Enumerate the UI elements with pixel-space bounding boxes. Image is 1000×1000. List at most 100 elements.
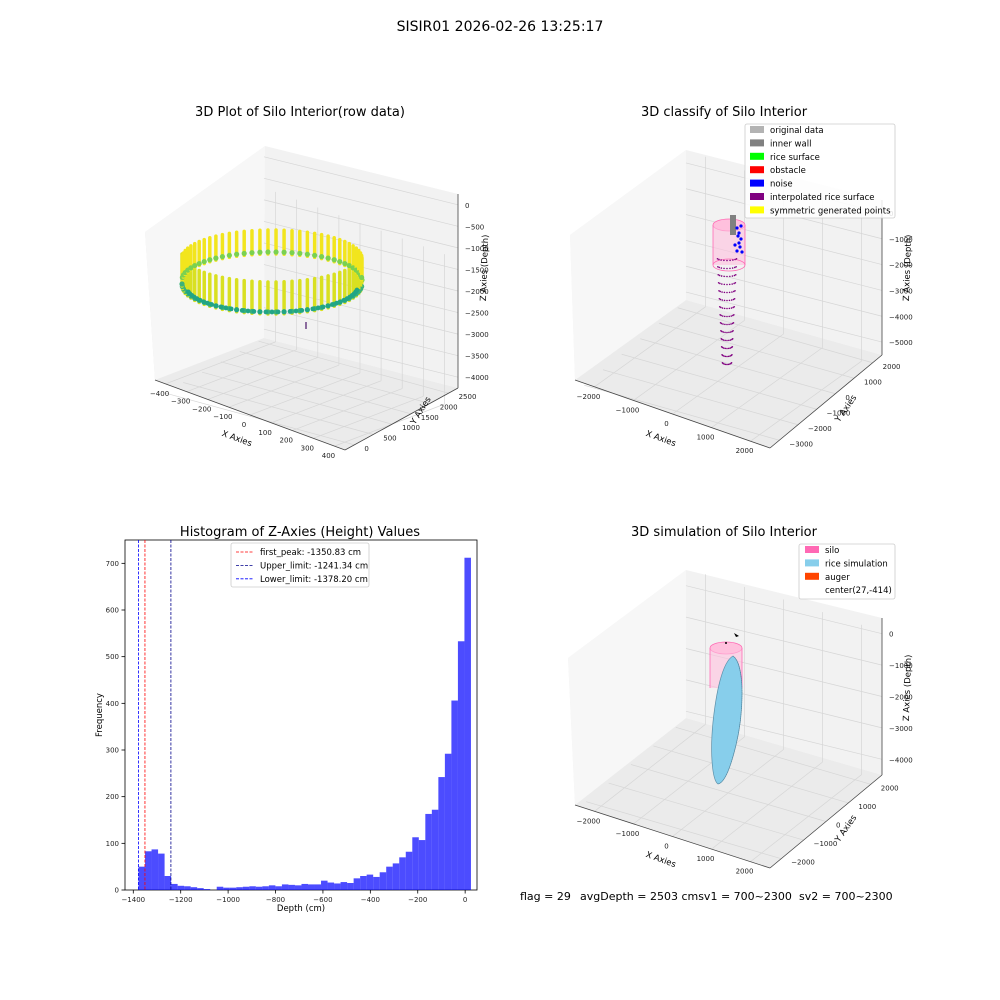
panel1-point <box>293 308 299 314</box>
panel1-ztick: −1500 <box>465 266 489 274</box>
panel2-interp-point <box>729 339 732 341</box>
panel2-interp-point <box>720 345 723 348</box>
panel4-x-axis-line <box>574 804 771 869</box>
histogram-bar <box>171 883 178 890</box>
panel2-interp-point <box>717 273 720 276</box>
panel2-ytick: −1000 <box>827 409 851 417</box>
panel2-interp-point <box>735 257 738 260</box>
panel1-point <box>342 260 348 267</box>
panel1-point <box>192 263 198 269</box>
panel1-point <box>205 300 210 306</box>
histogram-bar <box>275 886 282 890</box>
panel1-ytick: 2500 <box>459 393 477 401</box>
panel2-inner-wall-points <box>730 215 736 235</box>
panel-classify: 3D classify of Silo Interior −2000 −1000 0… <box>570 105 914 455</box>
panel2-interp-point <box>731 330 733 333</box>
panel1-ztick: −500 <box>465 223 484 231</box>
panel1-floor-pane <box>145 232 458 450</box>
panel1-point <box>234 251 240 257</box>
panel2-interp-point <box>727 347 730 350</box>
panel1-point <box>257 249 263 255</box>
histogram-bar <box>158 853 165 890</box>
panel2-interp-point <box>732 314 734 317</box>
histogram-ytick: 0 <box>115 887 119 895</box>
panel2-interp-point <box>723 315 726 318</box>
panel2-interp-point <box>733 282 735 285</box>
panel4-ytick: −2000 <box>791 859 815 867</box>
panel4-xtick: 2000 <box>736 868 754 876</box>
histogram-xtick: −200 <box>408 896 427 904</box>
panel1-point <box>179 281 185 287</box>
histogram-ytick: 100 <box>106 840 119 848</box>
panel2-interp-point <box>732 259 734 261</box>
panel1-point <box>299 307 305 313</box>
histogram-xtick: −1400 <box>121 896 145 904</box>
panel2-interp-point <box>718 297 721 300</box>
histogram-bar <box>327 882 335 890</box>
panel1-point <box>265 249 271 255</box>
histogram-xtick: −800 <box>266 896 285 904</box>
panel3-xlabel: Depth (cm) <box>277 904 325 914</box>
panel2-title: 3D classify of Silo Interior <box>641 105 808 120</box>
panel1-point <box>269 309 275 315</box>
histogram-bar <box>145 851 152 890</box>
panel1-point <box>213 255 219 261</box>
panel4-ztick: 0 <box>889 631 893 639</box>
panel2-interp-point <box>717 265 719 268</box>
histogram-xtick: −600 <box>313 896 332 904</box>
panel1-point <box>346 263 352 269</box>
panel3-ticks: −1400 −1200 −1000 −800 −600 −400 −200 0 0 100 200 3… <box>106 560 468 904</box>
histogram-ytick: 700 <box>106 560 119 568</box>
panel2-interp-point <box>724 347 727 350</box>
panel2-legend-swatch <box>750 179 764 187</box>
panel4-legend-swatch <box>805 572 819 580</box>
histogram-bar <box>138 866 146 890</box>
histogram-bar <box>379 872 387 890</box>
histogram-bar <box>262 886 269 890</box>
panel4-ytick: 2000 <box>881 784 899 792</box>
histogram-bar <box>386 866 393 890</box>
histogram-bar <box>412 837 419 890</box>
histogram-bar <box>184 886 191 890</box>
panel2-interp-point <box>721 307 724 309</box>
panel2-interp-point <box>726 315 728 318</box>
panel2-interp-point <box>728 291 731 294</box>
panel1-point <box>331 257 337 263</box>
panel1-ytick: 0 <box>364 445 368 453</box>
histogram-bar <box>288 884 295 890</box>
panel2-legend-label: inner wall <box>770 139 811 149</box>
panel2-legend: original data inner wall rice surface obsta… <box>744 123 896 219</box>
panel2-ztick: −2000 <box>889 262 913 270</box>
panel3-legend: first_peak: -1350.83 cm Upper_limit: -124… <box>230 542 370 588</box>
panel2-noise-point <box>737 241 741 245</box>
panel2-interp-point <box>720 329 722 332</box>
panel1-point <box>312 252 318 258</box>
histogram-bar <box>190 887 198 890</box>
histogram-xtick: −1200 <box>169 896 193 904</box>
histogram-legend-label: Lower_limit: -1378.20 cm <box>260 575 368 585</box>
panel1-point <box>234 307 240 313</box>
panel2-interp-point <box>722 339 725 341</box>
panel2-interp-point <box>726 275 728 278</box>
panel2-interp-point <box>718 258 720 261</box>
histogram-bar <box>307 884 315 890</box>
panel2-interp-point <box>731 338 733 341</box>
panel4-ztick: −2000 <box>889 694 913 702</box>
panel2-zlabel: Z Axies (Depth) <box>902 234 914 301</box>
footer-sv2: sv2 = 700~2300 <box>799 890 893 903</box>
panel1-ztick: −4000 <box>465 374 489 382</box>
panel4-auger-marker <box>725 633 739 644</box>
histogram-bar <box>242 886 250 890</box>
panel4-rice-simulation-surface <box>711 655 743 785</box>
panel2-interp-point <box>718 305 721 308</box>
panel4-ztick: −4000 <box>889 756 913 764</box>
panel4-legend-label: silo <box>825 546 839 556</box>
panel2-interp-point <box>727 363 730 366</box>
histogram-bar <box>425 813 432 890</box>
panel1-title: 3D Plot of Silo Interior(row data) <box>195 105 405 120</box>
panel2-interp-point <box>728 339 730 342</box>
panel1-ring-points <box>179 228 365 329</box>
panel1-point <box>320 304 326 310</box>
panel1-point <box>226 252 232 258</box>
panel2-legend-swatch <box>750 139 764 147</box>
